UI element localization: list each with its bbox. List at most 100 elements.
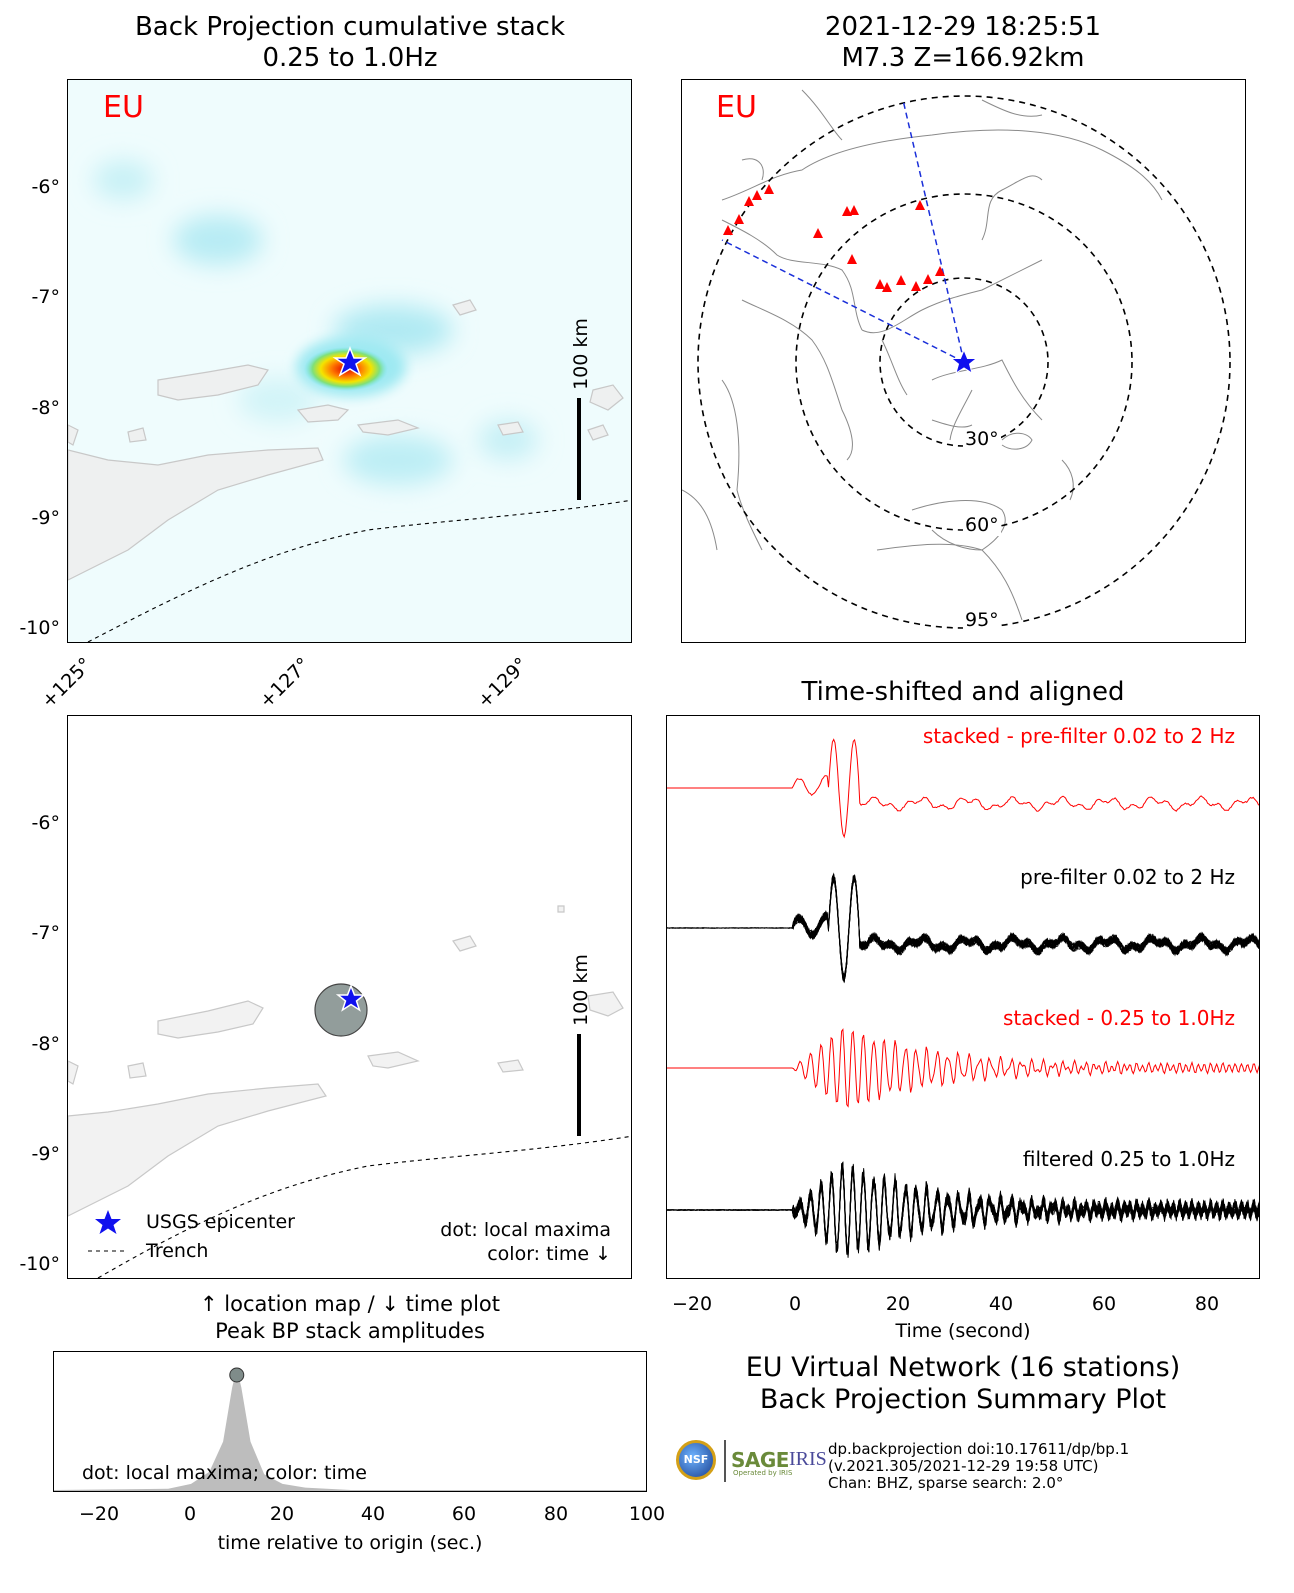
footer-line3: Chan: BHZ, sparse search: 2.0° — [828, 1474, 1064, 1492]
traces-xlabel: Time (second) — [895, 1320, 1031, 1342]
trace-prefilter-station — [667, 875, 1259, 983]
summary-title: EU Virtual Network (16 stations) Back Pr… — [666, 1352, 1260, 1416]
event-datetime: 2021-12-29 18:25:51 — [824, 12, 1102, 42]
footer-text: dp.backprojection doi:10.17611/dp/bp.1 (… — [828, 1441, 1129, 1492]
lon-tick: +127° — [255, 653, 315, 713]
peak-plot-xlabel: time relative to origin (sec.) — [217, 1532, 483, 1554]
scale-bar-label: 100 km — [570, 954, 592, 1026]
trace-xtick: 80 — [1194, 1293, 1220, 1315]
trace-xtick: 20 — [885, 1293, 911, 1315]
trace-xtick: 40 — [988, 1293, 1014, 1315]
lat-tick: -6° — [31, 176, 60, 198]
lat-tick: -9° — [31, 507, 60, 529]
event-magnitude-depth: M7.3 Z=166.92km — [841, 43, 1085, 73]
peak-local-maxima-dot — [229, 1367, 245, 1383]
location-caption-line2: Peak BP stack amplitudes — [215, 1319, 485, 1343]
lat-tick: -8° — [31, 397, 60, 419]
lon-tick: +125° — [37, 653, 97, 713]
trace-xtick: 60 — [1091, 1293, 1117, 1315]
trace-label-prefilter: pre-filter 0.02 to 2 Hz — [1020, 865, 1235, 889]
scale-bar-label: 100 km — [570, 318, 592, 390]
legend-trench-label: Trench — [146, 1240, 209, 1262]
bp-heatmap-panel: EU 100 km — [67, 79, 632, 643]
summary-line1: EU Virtual Network (16 stations) — [745, 1352, 1181, 1383]
sage-logo-text: SAGE — [731, 1448, 789, 1472]
peak-xtick: 100 — [628, 1503, 666, 1525]
trace-prefilter-station — [667, 876, 1259, 979]
network-label: EU — [716, 90, 757, 125]
trench-line — [97, 1135, 631, 1278]
bp-heatmap-svg — [68, 80, 631, 642]
trace-prefilter-station — [667, 876, 1259, 977]
event-title: 2021-12-29 18:25:51 M7.3 Z=166.92km — [680, 12, 1246, 74]
trace-prefilter-station — [667, 875, 1259, 979]
bp-stack-title-line1: Back Projection cumulative stack — [134, 12, 566, 42]
heatmap-landmasses — [68, 299, 624, 581]
lat-tick: -10° — [19, 1253, 60, 1275]
trace-prefilter-station — [667, 878, 1259, 981]
peak-xtick: 0 — [183, 1503, 197, 1525]
lat-tick: -8° — [31, 1033, 60, 1055]
peak-plot-note: dot: local maxima; color: time — [82, 1462, 367, 1484]
map-note-line1: dot: local maxima — [440, 1219, 611, 1241]
sage-sub-logo: Operated by IRIS — [733, 1469, 793, 1477]
trace-xtick: −20 — [671, 1293, 713, 1315]
ring-label-60: 60° — [963, 514, 1001, 536]
peak-xtick: 40 — [360, 1503, 386, 1525]
traces-title: Time-shifted and aligned — [801, 677, 1125, 707]
location-caption: ↑ location map / ↓ time plot Peak BP sta… — [60, 1291, 640, 1345]
bp-stack-title: Back Projection cumulative stack 0.25 to… — [60, 12, 640, 74]
station-map-panel: EU 30° 60° 95° — [681, 79, 1246, 643]
ring-label-30: 30° — [963, 428, 1001, 450]
nsf-logo: NSF — [676, 1440, 716, 1480]
location-caption-line1: ↑ location map / ↓ time plot — [200, 1292, 500, 1316]
location-landmasses — [68, 905, 624, 1217]
map-note-line2: color: time ↓ — [487, 1243, 611, 1265]
trace-prefilter-station — [667, 876, 1259, 978]
trace-xtick: 0 — [788, 1293, 802, 1315]
trench-line — [87, 499, 631, 642]
lat-tick: -7° — [31, 286, 60, 308]
iris-logo: IRIS — [789, 1448, 827, 1470]
epicenter-star-icon — [332, 345, 368, 377]
peak-xtick: 80 — [543, 1503, 569, 1525]
epicenter-star-icon — [335, 983, 367, 1012]
trace-prefilter-station — [667, 875, 1259, 979]
lat-tick: -7° — [31, 922, 60, 944]
trace-stacked-filtered — [667, 1028, 1259, 1108]
traces-panel: stacked - pre-filter 0.02 to 2 Hz pre-fi… — [666, 715, 1260, 1279]
trace-label-stacked-prefilter: stacked - pre-filter 0.02 to 2 Hz — [922, 724, 1235, 748]
summary-line2: Back Projection Summary Plot — [759, 1384, 1167, 1415]
trace-label-stacked-filtered: stacked - 0.25 to 1.0Hz — [1003, 1006, 1235, 1030]
lon-tick: +129° — [473, 653, 533, 713]
trace-prefilter-station — [667, 877, 1259, 977]
station-map-svg — [682, 89, 1231, 629]
lat-tick: -9° — [31, 1143, 60, 1165]
world-coastlines — [682, 89, 1163, 621]
trace-prefilter-station — [667, 874, 1259, 976]
peak-plot-panel: dot: local maxima; color: time — [53, 1351, 647, 1492]
trace-prefilter-station — [667, 875, 1259, 984]
location-map-panel: 100 km USGS epicenter Trench dot: local … — [67, 715, 632, 1279]
legend-star-icon — [95, 1210, 121, 1234]
logo-divider — [724, 1440, 726, 1482]
azimuth-lines — [721, 99, 965, 363]
trace-filtered-station — [667, 1167, 1259, 1251]
distance-rings — [697, 95, 1231, 629]
lat-tick: -10° — [19, 617, 60, 639]
epicenter-star-icon — [950, 348, 978, 375]
lat-tick: -6° — [31, 812, 60, 834]
heatmap-cyan-blobs — [93, 160, 538, 485]
nsf-logo-text: NSF — [683, 1453, 709, 1466]
location-map-svg — [68, 905, 631, 1278]
legend-epicenter-label: USGS epicenter — [146, 1211, 295, 1233]
peak-xtick: −20 — [78, 1503, 120, 1525]
station-triangles — [723, 184, 945, 292]
network-label: EU — [103, 90, 144, 125]
bp-stack-title-line2: 0.25 to 1.0Hz — [262, 43, 438, 73]
footer-line1: dp.backprojection doi:10.17611/dp/bp.1 — [828, 1440, 1130, 1458]
sage-logo: SAGE — [731, 1448, 789, 1472]
traces-svg — [667, 738, 1259, 1258]
peak-xtick: 60 — [451, 1503, 477, 1525]
trace-prefilter-station — [667, 877, 1259, 983]
